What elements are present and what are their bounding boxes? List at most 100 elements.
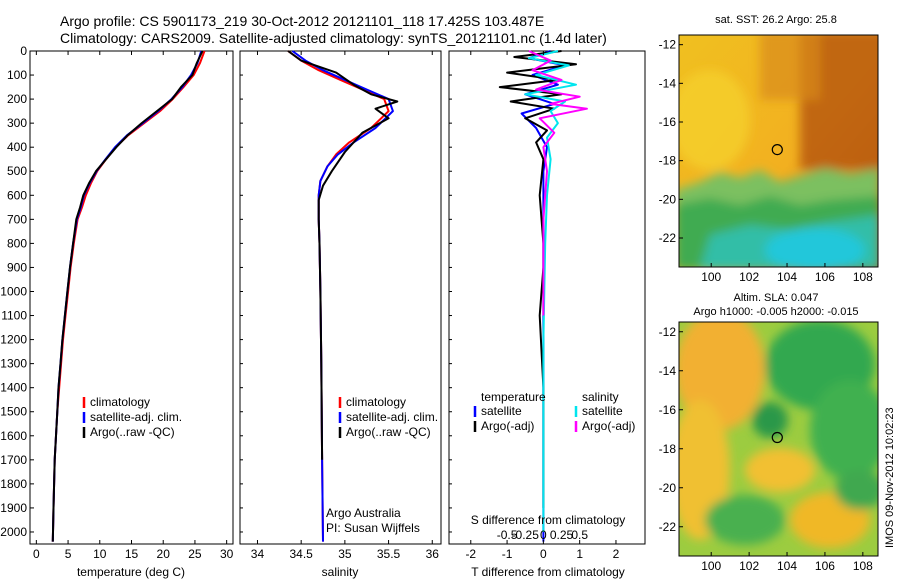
difference-panel: -2 -1 0 1 2 -0.5-0.25 0 0.250.5 temperature sat…: [448, 50, 646, 579]
legend-argo: Argo(..raw -QC): [90, 425, 175, 439]
map-y-tick-label: -16: [659, 115, 677, 129]
map-x-tick-label: 108: [853, 559, 873, 573]
salinity-panel: 34 34.5 35 35.5 36 climatology satellite-adj…: [239, 50, 442, 579]
temperature-series-group: [51, 50, 206, 542]
series-line-argo-raw-qc-: [287, 50, 399, 460]
y-tick-label: 1100: [1, 309, 27, 323]
map-x-tick-label: 104: [777, 559, 797, 573]
sst-map-ticks: 100 102 104 106 108 -12 -14 -16 -18 -20 -22: [659, 38, 874, 284]
argo-location-marker: [771, 431, 783, 444]
y-tick-label: 600: [7, 188, 27, 202]
y-tick-label: 1300: [0, 357, 27, 371]
y-tick-label: 100: [7, 68, 27, 82]
difference-axes: [448, 50, 646, 545]
temperature-panel: 0 5 10 15 20 25 300100200300400500600700800900…: [0, 44, 233, 579]
y-tick-label: 2000: [0, 525, 27, 539]
map-x-tick-label: 100: [701, 270, 721, 284]
temperature-legend: climatology satellite-adj. clim. Argo(..…: [82, 395, 182, 439]
argo-location-marker: [771, 144, 783, 156]
map-y-tick-label: -22: [659, 231, 677, 245]
sla-map-title: Altim. SLA: 0.047: [734, 292, 819, 304]
legend-s-satellite: satellite: [582, 404, 623, 418]
difference-toplabel: S difference from climatology: [471, 513, 626, 527]
s-tick-label: 0: [540, 528, 547, 542]
salinity-axes: [239, 50, 442, 545]
legend-satellite: satellite-adj. clim.: [346, 410, 438, 424]
x-tick-label: 36: [426, 547, 440, 561]
header-line1: Argo profile: CS 5901173_219 30-Oct-2012…: [60, 13, 544, 29]
legend-s-argo: Argo(-adj): [582, 419, 635, 433]
difference-xlabel: T difference from climatology: [471, 565, 625, 579]
map-y-tick-label: -18: [659, 154, 677, 168]
y-tick-label: 200: [7, 92, 27, 106]
x-tick-label: -2: [465, 547, 476, 561]
y-tick-label: 1800: [0, 477, 27, 491]
sla-map-panel: Altim. SLA: 0.047 Argo h1000: -0.005 h20…: [659, 292, 879, 573]
x-tick-label: 2: [613, 547, 620, 561]
y-tick-label: 1500: [0, 405, 27, 419]
y-tick-label: 1400: [0, 381, 27, 395]
sla-field: [679, 322, 878, 556]
y-tick-label: 800: [7, 236, 27, 250]
map-y-tick-label: -20: [659, 192, 677, 206]
x-tick-label: 34.5: [289, 547, 313, 561]
s-tick-label: -0.5: [497, 528, 518, 542]
x-tick-label: 15: [125, 547, 139, 561]
map-x-tick-label: 108: [853, 270, 873, 284]
y-tick-label: 500: [7, 164, 27, 178]
sla-map-ticks: 100 102 104 106 108 -12 -14 -16 -18 -20 -22: [659, 325, 874, 573]
sst-map-panel: sat. SST: 26.2 Argo: 25.8 100 102 104 106 10…: [659, 14, 879, 284]
salinity-legend: climatology satellite-adj. clim. Argo(..…: [338, 395, 438, 439]
map-x-tick-label: 106: [815, 270, 835, 284]
header-line2: Climatology: CARS2009. Satellite-adjuste…: [60, 30, 607, 46]
salinity-ticks: 34 34.5 35 35.5 36: [240, 50, 440, 561]
map-x-tick-label: 102: [739, 559, 759, 573]
temperature-ticks: 0 5 10 15 20 25 300100200300400500600700800900…: [0, 44, 233, 561]
legend-t-satellite: satellite: [481, 404, 522, 418]
map-y-tick-label: -22: [659, 520, 677, 534]
y-tick-label: 1200: [0, 333, 27, 347]
map-y-tick-label: -12: [659, 325, 677, 339]
difference-ticks: -2 -1 0 1 2 -0.5-0.25 0 0.250.5: [449, 50, 620, 561]
salinity-xlabel: salinity: [322, 565, 359, 579]
difference-legend: temperature satellite Argo(-adj) salinit…: [473, 390, 635, 433]
legend-salinity-title: salinity: [582, 390, 619, 404]
imos-timestamp: IMOS 09-Nov-2012 10:02:23: [884, 407, 896, 548]
legend-climatology: climatology: [90, 395, 150, 409]
x-tick-label: 35: [338, 547, 352, 561]
temperature-axes: [29, 50, 234, 545]
x-tick-label: 20: [157, 547, 171, 561]
y-tick-label: 1600: [0, 429, 27, 443]
sla-map-frame: [678, 321, 879, 557]
x-tick-label: 35.5: [377, 547, 401, 561]
annotation-argo-australia: Argo Australia: [326, 506, 401, 520]
map-y-tick-label: -12: [659, 38, 677, 52]
sst-map-frame: [678, 34, 879, 268]
legend-argo: Argo(..raw -QC): [346, 425, 431, 439]
x-tick-label: 10: [93, 547, 107, 561]
y-tick-label: 1000: [0, 284, 27, 298]
difference-series-group: [498, 50, 588, 542]
map-y-tick-label: -18: [659, 442, 677, 456]
legend-satellite: satellite-adj. clim.: [90, 410, 182, 424]
y-tick-label: 0: [20, 44, 27, 58]
x-tick-label: -1: [502, 547, 513, 561]
map-x-tick-label: 100: [701, 559, 721, 573]
legend-t-argo: Argo(-adj): [481, 419, 534, 433]
sst-field: [679, 35, 878, 267]
temperature-xlabel: temperature (deg C): [77, 565, 185, 579]
s-tick-label: 0.25: [550, 528, 574, 542]
sst-map-title: sat. SST: 26.2 Argo: 25.8: [715, 14, 837, 26]
x-tick-label: 30: [220, 547, 234, 561]
map-y-tick-label: -14: [659, 76, 677, 90]
annotation-pi: PI: Susan Wijffels: [326, 521, 420, 535]
map-y-tick-label: -20: [659, 481, 677, 495]
legend-temperature-title: temperature: [481, 390, 546, 404]
map-y-tick-label: -16: [659, 403, 677, 417]
map-x-tick-label: 106: [815, 559, 835, 573]
x-tick-label: 25: [188, 547, 202, 561]
s-tick-label: 0.5: [571, 528, 588, 542]
x-tick-label: 0: [540, 547, 547, 561]
y-tick-label: 400: [7, 140, 27, 154]
